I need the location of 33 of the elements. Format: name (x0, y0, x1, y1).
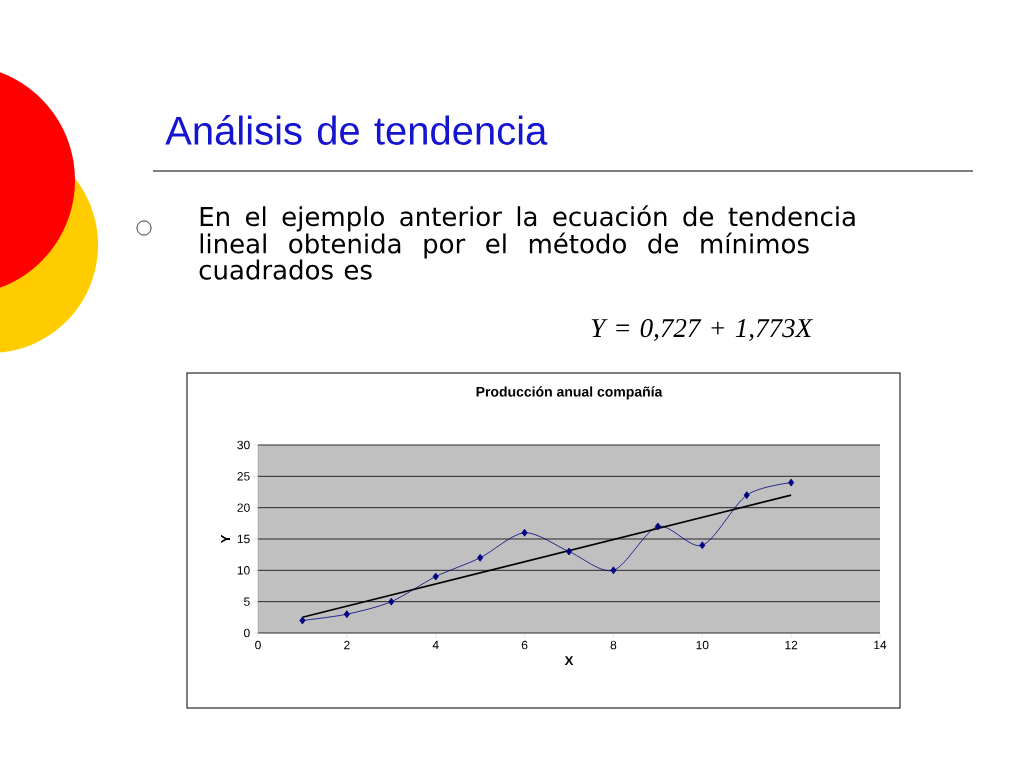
x-tick-label: 8 (610, 640, 617, 650)
x-tick-label: 14 (874, 640, 887, 650)
text: En el ejemplo anterior la ecuación de tendencia lineal obtenida por el método de mínimos cuadrados es (199, 205, 855, 280)
point (521, 528, 528, 537)
y-tick-label: 10 (237, 566, 250, 575)
x-axis-title: X (564, 656, 574, 666)
point (299, 616, 306, 625)
y-tick-label: 20 (237, 503, 250, 512)
y-tick-label: 15 (237, 534, 250, 544)
point (610, 566, 617, 575)
point (432, 572, 439, 581)
point (743, 491, 750, 500)
x-tick-label: 6 (521, 640, 528, 650)
chart-title: Producción anual compañía (476, 386, 663, 400)
y-tick-label: 0 (244, 628, 250, 638)
y-tick-label: 25 (237, 472, 250, 481)
x-tick-label: 2 (344, 640, 350, 650)
y-tick-label: 5 (244, 597, 250, 606)
x-tick-label: 10 (696, 640, 709, 650)
point (654, 522, 661, 531)
x-tick-label: 0 (255, 640, 261, 650)
point (343, 610, 350, 619)
text: Y = 0,727 + 1,773X (591, 318, 813, 342)
x-tick-label: 4 (432, 640, 439, 650)
point (565, 547, 573, 556)
y-tick-label: 30 (237, 440, 250, 450)
point (699, 541, 706, 550)
text: Análisis de tendencia (165, 115, 548, 145)
point (388, 597, 395, 606)
point (788, 478, 795, 487)
point (477, 553, 484, 562)
x-tick-label: 12 (785, 640, 798, 650)
y-axis-title: Y (221, 534, 230, 544)
